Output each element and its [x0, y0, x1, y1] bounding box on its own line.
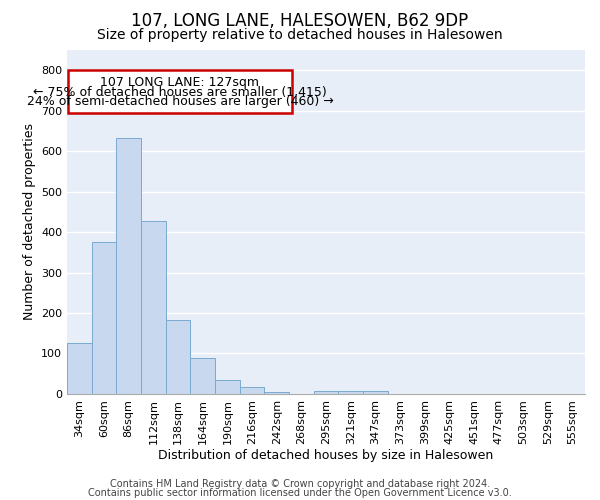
Bar [116, 138, 141, 394]
X-axis label: Distribution of detached houses by size in Halesowen: Distribution of detached houses by size … [158, 450, 494, 462]
Text: 24% of semi-detached houses are larger (460) →: 24% of semi-detached houses are larger (… [26, 96, 333, 108]
Bar [240, 388, 265, 394]
Text: 107 LONG LANE: 127sqm: 107 LONG LANE: 127sqm [100, 76, 259, 89]
Bar [363, 391, 388, 394]
Bar [92, 242, 116, 394]
FancyBboxPatch shape [68, 70, 292, 112]
Text: ← 75% of detached houses are smaller (1,415): ← 75% of detached houses are smaller (1,… [33, 86, 327, 98]
Bar [338, 390, 363, 394]
Bar [215, 380, 240, 394]
Bar [314, 391, 338, 394]
Bar [141, 221, 166, 394]
Y-axis label: Number of detached properties: Number of detached properties [23, 124, 35, 320]
Bar [190, 358, 215, 394]
Text: Contains public sector information licensed under the Open Government Licence v3: Contains public sector information licen… [88, 488, 512, 498]
Text: Size of property relative to detached houses in Halesowen: Size of property relative to detached ho… [97, 28, 503, 42]
Text: Contains HM Land Registry data © Crown copyright and database right 2024.: Contains HM Land Registry data © Crown c… [110, 479, 490, 489]
Bar [166, 320, 190, 394]
Bar [265, 392, 289, 394]
Text: 107, LONG LANE, HALESOWEN, B62 9DP: 107, LONG LANE, HALESOWEN, B62 9DP [131, 12, 469, 30]
Bar [67, 342, 92, 394]
